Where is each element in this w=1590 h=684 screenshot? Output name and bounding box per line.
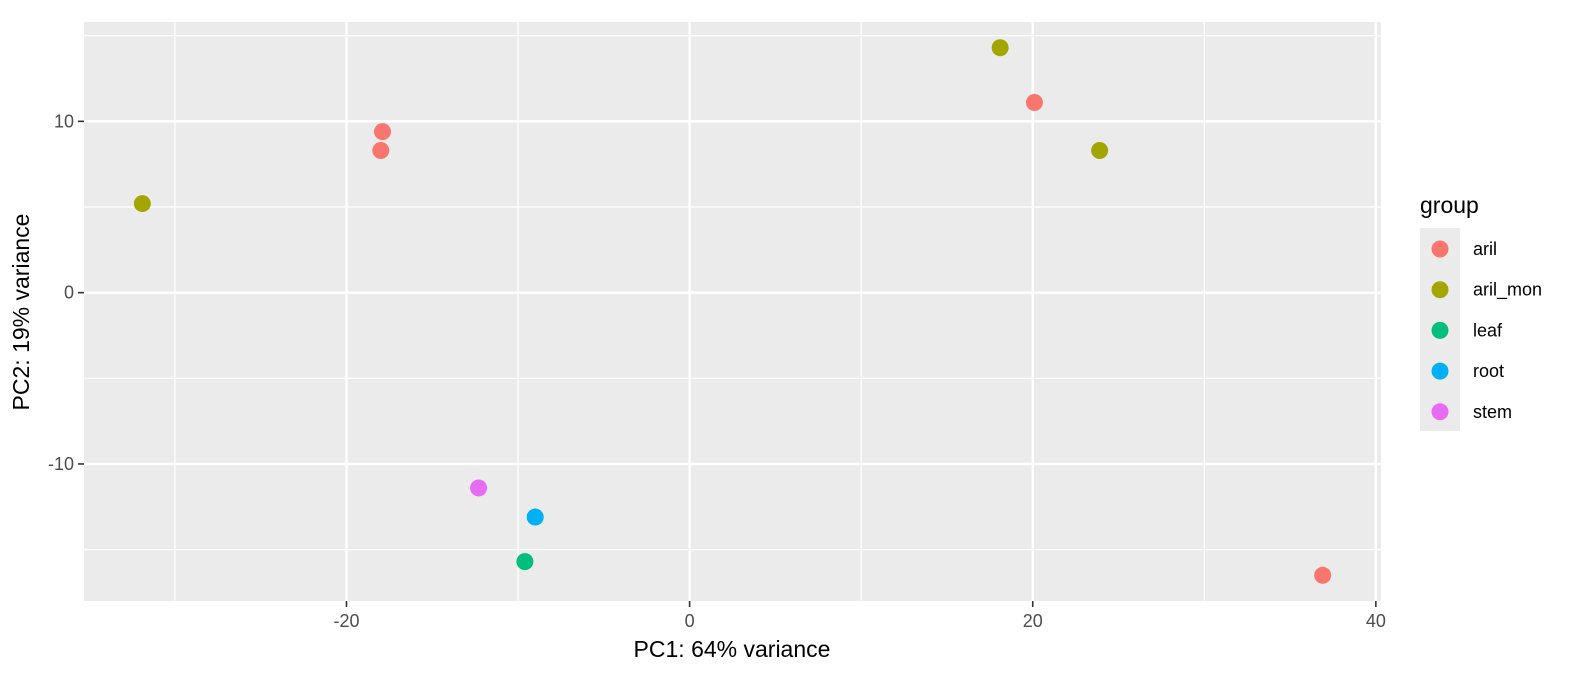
minor-gridlines	[84, 22, 1381, 601]
x-tick-label: 40	[1366, 611, 1386, 631]
y-tick-label: 0	[64, 283, 74, 303]
data-points	[133, 39, 1332, 584]
plot-panel	[84, 22, 1381, 601]
point-leaf	[516, 553, 534, 571]
point-stem	[470, 479, 488, 497]
point-aril	[1025, 94, 1043, 112]
y-axis-ticks: -10 0 10	[48, 111, 84, 474]
legend-label-leaf: leaf	[1473, 320, 1503, 340]
x-tick-label: 0	[685, 611, 695, 631]
point-aril	[1314, 566, 1332, 584]
legend-label-aril_mon: aril_mon	[1473, 280, 1542, 301]
y-tick-label: -10	[48, 454, 74, 474]
point-root	[526, 508, 544, 526]
legend-key-aril	[1431, 240, 1449, 258]
point-aril_mon	[1091, 141, 1109, 159]
legend-label-stem: stem	[1473, 402, 1512, 422]
legend-key-aril_mon	[1431, 281, 1449, 299]
legend-title: group	[1420, 192, 1479, 218]
legend-label-root: root	[1473, 361, 1504, 381]
point-aril	[374, 123, 392, 141]
y-axis-title: PC2: 19% variance	[8, 214, 34, 411]
point-aril	[372, 141, 390, 159]
legend-key-stem	[1431, 403, 1449, 421]
x-axis-ticks: -20 0 20 40	[333, 601, 1386, 631]
x-tick-label: -20	[333, 611, 359, 631]
major-gridlines	[84, 22, 1381, 601]
point-aril_mon	[133, 195, 151, 213]
x-tick-label: 20	[1023, 611, 1043, 631]
legend-key-leaf	[1431, 321, 1449, 339]
legend-label-aril: aril	[1473, 239, 1497, 259]
legend-key-root	[1431, 362, 1449, 380]
point-aril_mon	[991, 39, 1009, 57]
x-axis-title: PC1: 64% variance	[634, 636, 831, 662]
y-tick-label: 10	[54, 111, 74, 131]
